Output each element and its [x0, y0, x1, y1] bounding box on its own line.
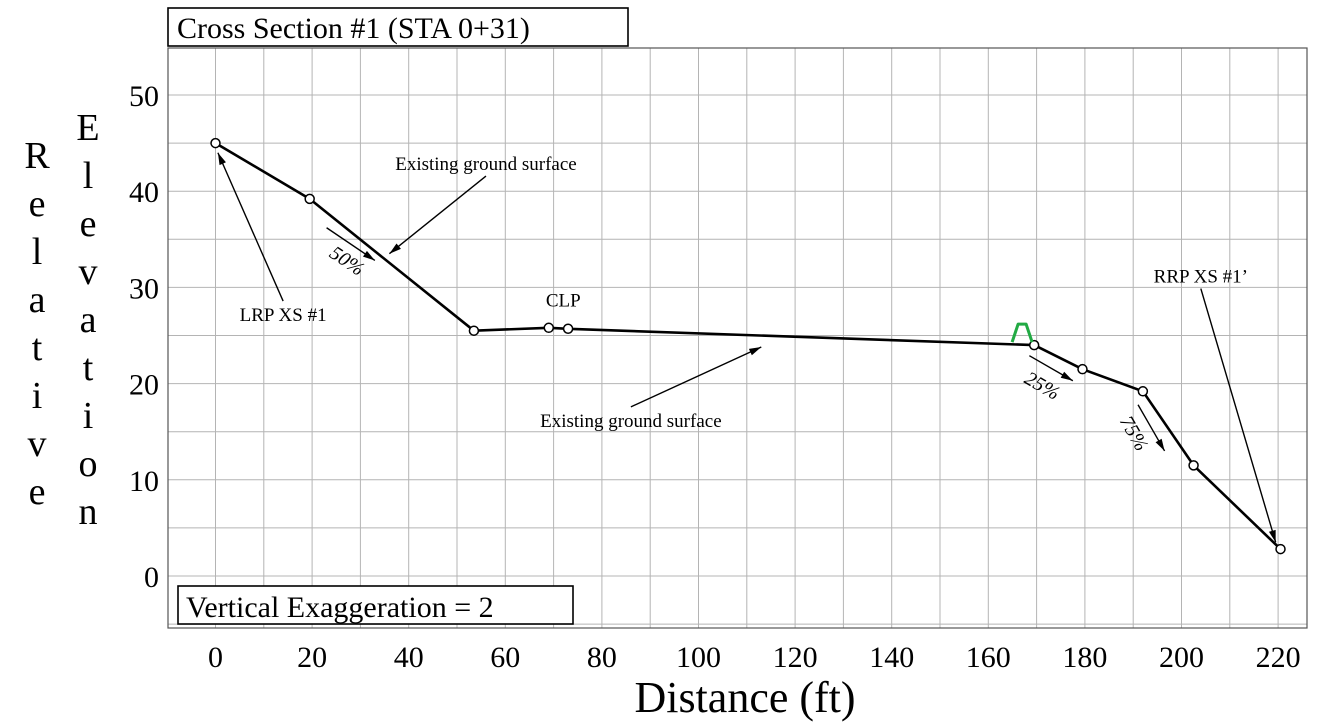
y-tick-label: 30	[129, 272, 159, 305]
y-axis-label-letter: v	[28, 423, 47, 465]
annotation-arrow	[1200, 288, 1277, 543]
arrow-head	[748, 347, 762, 356]
annotation-lrp: LRP XS #1	[240, 305, 327, 326]
y-axis-label-letter: l	[83, 155, 94, 197]
slope-label: 50%	[326, 242, 369, 281]
arrow-head	[389, 243, 401, 254]
survey-point	[1137, 386, 1149, 397]
x-axis-label: Distance (ft)	[634, 673, 855, 722]
y-tick-label: 20	[129, 369, 159, 402]
x-tick-label: 60	[490, 641, 520, 674]
y-axis-label-letter: R	[24, 135, 50, 177]
survey-point	[1188, 460, 1199, 471]
y-tick-label: 10	[129, 465, 159, 498]
annotation-arrow	[388, 175, 487, 255]
y-axis-label-letter: a	[80, 299, 97, 341]
x-tick-label: 200	[1159, 641, 1204, 674]
x-tick-label: 180	[1062, 641, 1107, 674]
survey-point	[562, 323, 574, 335]
arrow-head	[1060, 371, 1073, 381]
x-tick-label: 0	[208, 641, 223, 674]
arrow-head	[362, 250, 375, 261]
ground-profile-line	[214, 141, 1282, 551]
y-axis-label-letter: a	[29, 279, 46, 321]
annotation-rrp: RRP XS #1’	[1154, 267, 1248, 288]
y-axis-label-letter: t	[83, 347, 94, 389]
y-axis-label-letter: t	[32, 327, 43, 369]
y-axis-label-letter: i	[83, 395, 94, 437]
arrow-head	[1155, 438, 1165, 451]
exaggeration-box	[177, 585, 574, 625]
survey-point	[304, 193, 315, 205]
survey-point	[543, 322, 555, 334]
x-tick-label: 20	[297, 641, 327, 674]
survey-point	[468, 325, 480, 336]
x-tick-label: 220	[1256, 641, 1301, 674]
axis-ticks: 0 20 40 60 80 100 120 140 160 180 200 220 0 10 20 30 40 5…	[129, 80, 1301, 674]
y-axis-label-letter: l	[32, 231, 43, 273]
plot-frame	[167, 47, 1308, 629]
annotation-egs1: Existing ground surface	[395, 154, 577, 175]
survey-point	[1275, 543, 1286, 555]
x-tick-label: 100	[676, 641, 721, 674]
x-tick-label: 40	[394, 641, 424, 674]
slope-labels: 50%25%75%	[326, 227, 1166, 455]
y-axis-label-letter: e	[29, 471, 46, 513]
x-tick-label: 140	[869, 641, 914, 674]
y-axis-label-letter: i	[32, 375, 43, 417]
survey-points	[210, 137, 1286, 555]
y-axis-label-letter: e	[29, 183, 46, 225]
grid	[168, 48, 1307, 628]
y-axis-label-letter: E	[76, 107, 99, 149]
arrow-head	[217, 152, 226, 166]
annotation-arrow	[217, 152, 284, 302]
y-axis-label-letter: n	[79, 491, 98, 533]
chart-subtitle: Vertical Exaggeration = 2	[186, 591, 494, 624]
title-box	[167, 7, 629, 47]
arrow-head	[1268, 529, 1276, 543]
annotation-egs2: Existing ground surface	[540, 411, 722, 432]
y-tick-label: 0	[144, 561, 159, 594]
annotation-arrow	[630, 346, 762, 408]
survey-point	[1028, 339, 1040, 351]
x-tick-label: 120	[773, 641, 818, 674]
y-tick-label: 40	[129, 176, 159, 209]
water-surface-symbol	[1010, 322, 1034, 343]
y-axis-label-letter: o	[79, 443, 98, 485]
survey-point	[1077, 363, 1088, 375]
x-tick-label: 80	[587, 641, 617, 674]
slope-label: 25%	[1021, 367, 1064, 404]
annotations: LRP XS #1 Existing ground surface CLP Exist…	[217, 152, 1277, 543]
y-tick-label: 50	[129, 80, 159, 113]
survey-point	[210, 137, 221, 149]
x-tick-label: 160	[966, 641, 1011, 674]
chart-title: Cross Section #1 (STA 0+31)	[177, 12, 530, 45]
y-axis-label-letter: v	[79, 251, 98, 293]
y-axis-label-letter: e	[80, 203, 97, 245]
annotation-clp: CLP	[546, 291, 581, 312]
